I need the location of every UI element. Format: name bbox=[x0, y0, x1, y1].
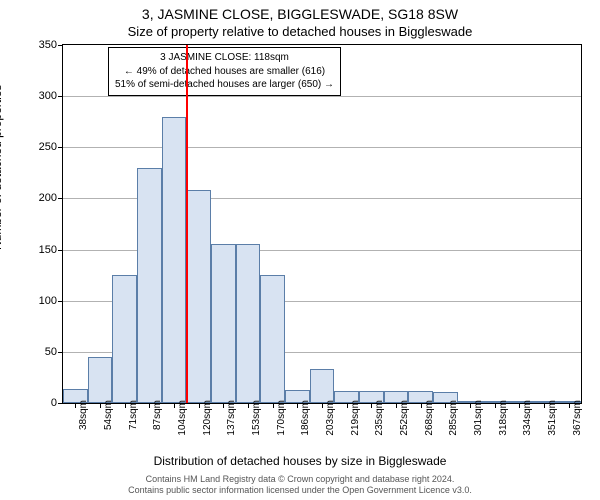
info-line-2: ← 49% of detached houses are smaller (61… bbox=[115, 65, 334, 79]
xtick-label: 268sqm bbox=[424, 400, 435, 436]
xtick-label: 301sqm bbox=[473, 400, 484, 436]
ytick bbox=[58, 352, 63, 353]
x-axis-label: Distribution of detached houses by size … bbox=[0, 454, 600, 468]
xtick bbox=[297, 403, 298, 408]
footer-attribution: Contains HM Land Registry data © Crown c… bbox=[0, 474, 600, 497]
xtick-label: 203sqm bbox=[325, 400, 336, 436]
xtick bbox=[199, 403, 200, 408]
histogram-bar bbox=[162, 117, 187, 403]
ytick bbox=[58, 198, 63, 199]
histogram-bar bbox=[88, 357, 113, 403]
ytick bbox=[58, 147, 63, 148]
xtick bbox=[75, 403, 76, 408]
property-marker-line bbox=[186, 45, 188, 403]
histogram-bar bbox=[112, 275, 137, 403]
xtick-label: 38sqm bbox=[78, 400, 89, 430]
info-annotation-box: 3 JASMINE CLOSE: 118sqm ← 49% of detache… bbox=[108, 47, 341, 96]
footer-line-2: Contains public sector information licen… bbox=[0, 485, 600, 496]
xtick-label: 367sqm bbox=[572, 400, 583, 436]
ytick-label: 150 bbox=[27, 244, 57, 256]
footer-line-1: Contains HM Land Registry data © Crown c… bbox=[0, 474, 600, 485]
xtick bbox=[100, 403, 101, 408]
xtick bbox=[347, 403, 348, 408]
ytick bbox=[58, 96, 63, 97]
histogram-bar bbox=[236, 244, 261, 403]
histogram-bar bbox=[310, 369, 335, 403]
xtick bbox=[445, 403, 446, 408]
xtick-label: 54sqm bbox=[103, 400, 114, 430]
xtick-label: 137sqm bbox=[226, 400, 237, 436]
ytick bbox=[58, 403, 63, 404]
xtick-label: 170sqm bbox=[276, 400, 287, 436]
ytick-label: 300 bbox=[27, 90, 57, 102]
xtick bbox=[495, 403, 496, 408]
xtick-label: 252sqm bbox=[399, 400, 410, 436]
y-axis-label: Number of detached properties bbox=[0, 85, 4, 250]
xtick-label: 285sqm bbox=[448, 400, 459, 436]
xtick-label: 71sqm bbox=[128, 400, 139, 430]
xtick bbox=[273, 403, 274, 408]
chart-title-main: 3, JASMINE CLOSE, BIGGLESWADE, SG18 8SW bbox=[0, 6, 600, 22]
xtick bbox=[396, 403, 397, 408]
histogram-bar bbox=[137, 168, 162, 403]
xtick-label: 186sqm bbox=[300, 400, 311, 436]
ytick-label: 50 bbox=[27, 346, 57, 358]
xtick-label: 351sqm bbox=[547, 400, 558, 436]
xtick bbox=[421, 403, 422, 408]
xtick bbox=[322, 403, 323, 408]
histogram-bar bbox=[211, 244, 236, 403]
ytick bbox=[58, 45, 63, 46]
xtick bbox=[569, 403, 570, 408]
ytick-label: 250 bbox=[27, 141, 57, 153]
info-line-3: 51% of semi-detached houses are larger (… bbox=[115, 78, 334, 92]
xtick bbox=[174, 403, 175, 408]
xtick-label: 87sqm bbox=[152, 400, 163, 430]
xtick bbox=[544, 403, 545, 408]
xtick bbox=[149, 403, 150, 408]
xtick bbox=[125, 403, 126, 408]
xtick bbox=[470, 403, 471, 408]
histogram-bar bbox=[186, 190, 211, 403]
ytick-label: 0 bbox=[27, 397, 57, 409]
xtick bbox=[371, 403, 372, 408]
ytick-label: 200 bbox=[27, 192, 57, 204]
xtick-label: 318sqm bbox=[498, 400, 509, 436]
gridline bbox=[63, 147, 581, 148]
xtick-label: 219sqm bbox=[350, 400, 361, 436]
gridline bbox=[63, 96, 581, 97]
ytick bbox=[58, 301, 63, 302]
xtick bbox=[223, 403, 224, 408]
chart-title-sub: Size of property relative to detached ho… bbox=[0, 24, 600, 39]
xtick bbox=[519, 403, 520, 408]
xtick-label: 104sqm bbox=[177, 400, 188, 436]
info-line-1: 3 JASMINE CLOSE: 118sqm bbox=[115, 51, 334, 65]
xtick-label: 235sqm bbox=[374, 400, 385, 436]
chart-container: 3, JASMINE CLOSE, BIGGLESWADE, SG18 8SW … bbox=[0, 0, 600, 500]
xtick-label: 120sqm bbox=[202, 400, 213, 436]
ytick bbox=[58, 250, 63, 251]
xtick-label: 334sqm bbox=[522, 400, 533, 436]
ytick-label: 100 bbox=[27, 295, 57, 307]
xtick-label: 153sqm bbox=[251, 400, 262, 436]
plot-area: 3 JASMINE CLOSE: 118sqm ← 49% of detache… bbox=[62, 44, 582, 404]
ytick-label: 350 bbox=[27, 39, 57, 51]
histogram-bar bbox=[260, 275, 285, 403]
xtick bbox=[248, 403, 249, 408]
